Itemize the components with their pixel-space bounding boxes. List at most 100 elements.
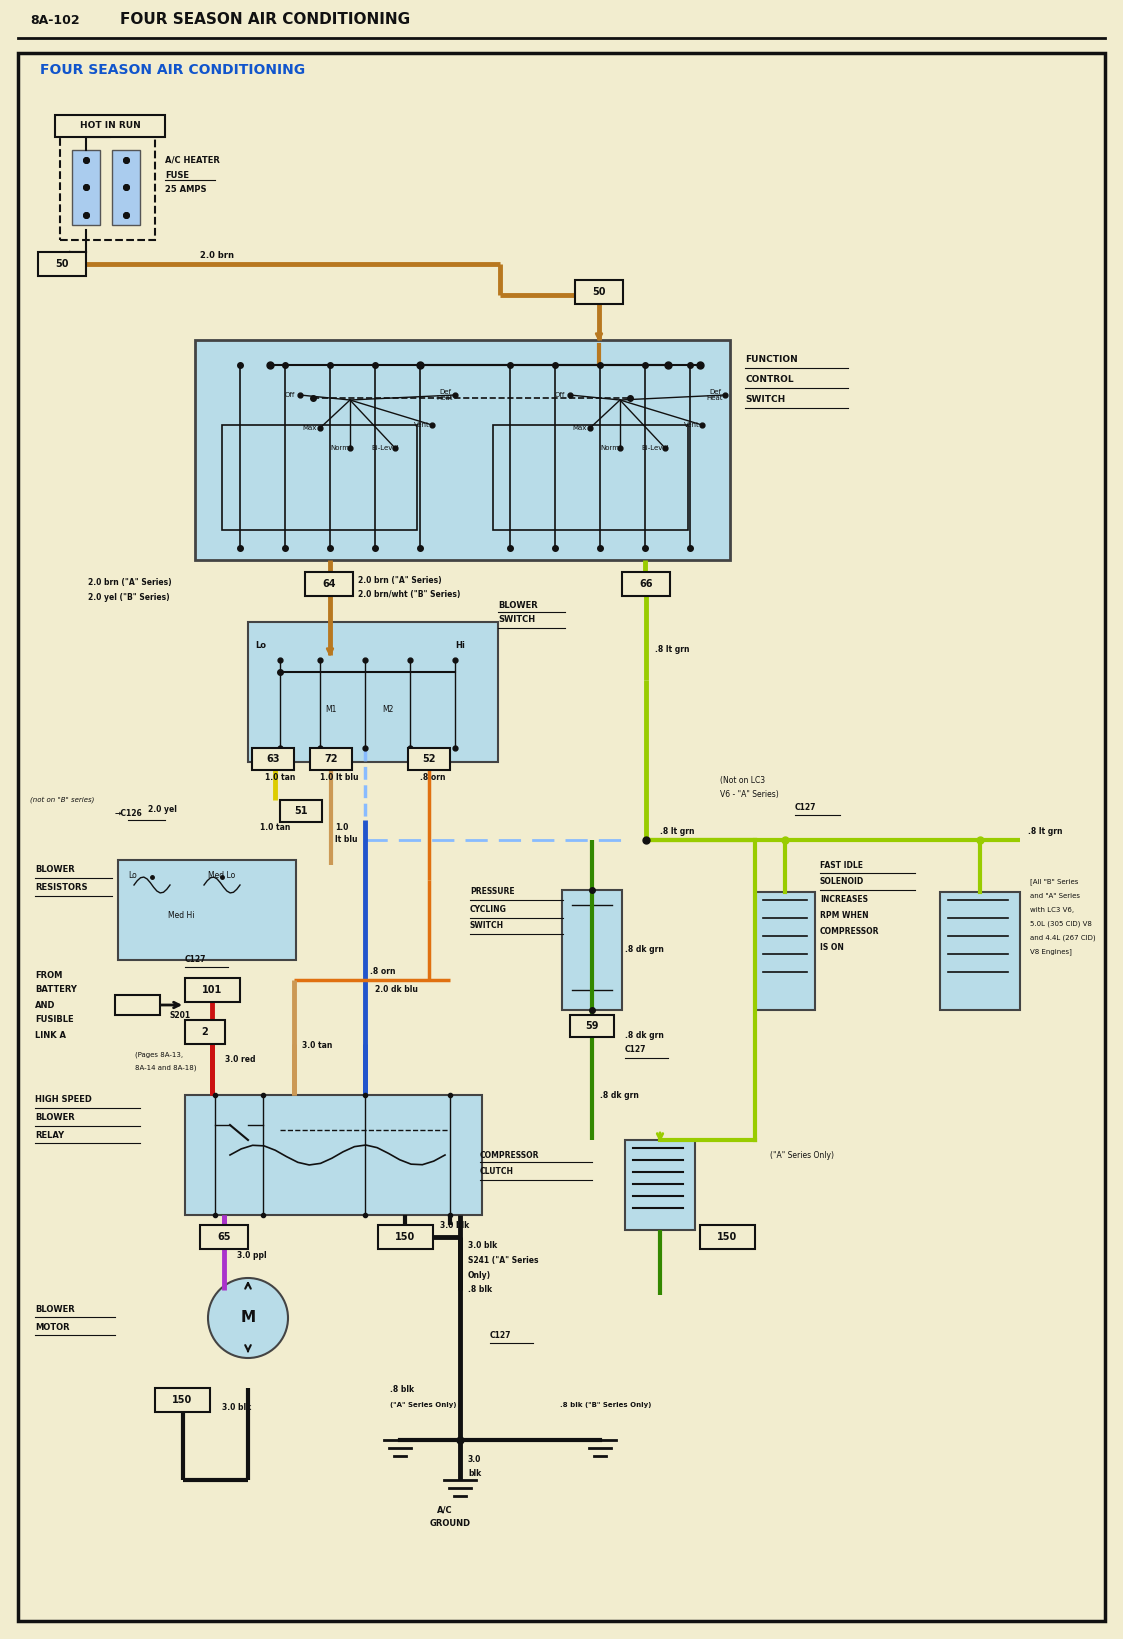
Text: HOT IN RUN: HOT IN RUN: [80, 121, 140, 131]
Text: blk: blk: [468, 1470, 482, 1478]
Text: 2.0 brn/wht ("B" Series): 2.0 brn/wht ("B" Series): [358, 590, 460, 598]
Text: 2.0 brn ("A" Series): 2.0 brn ("A" Series): [88, 579, 172, 587]
Bar: [195, 339, 730, 561]
Bar: [55, 115, 165, 138]
Text: →C126: →C126: [115, 810, 143, 818]
Text: [All "B" Series: [All "B" Series: [1030, 879, 1078, 885]
Text: ("A" Series Only): ("A" Series Only): [770, 1151, 834, 1159]
Text: Lo: Lo: [255, 641, 266, 651]
Text: 52: 52: [422, 754, 436, 764]
Text: A/C: A/C: [437, 1506, 453, 1514]
Text: M1: M1: [325, 705, 337, 715]
Text: HIGH SPEED: HIGH SPEED: [35, 1095, 92, 1105]
Text: 8A-102: 8A-102: [30, 13, 80, 26]
Text: BLOWER: BLOWER: [497, 600, 538, 610]
Bar: [570, 1015, 614, 1037]
Text: ("A" Series Only): ("A" Series Only): [390, 1401, 457, 1408]
Text: Med Hi: Med Hi: [168, 911, 194, 919]
Bar: [700, 1224, 755, 1249]
Bar: [562, 890, 622, 1010]
Text: RELAY: RELAY: [35, 1131, 64, 1139]
Text: MOTOR: MOTOR: [35, 1324, 70, 1333]
Text: 50: 50: [55, 259, 69, 269]
Text: Only): Only): [468, 1270, 491, 1280]
Text: and "A" Series: and "A" Series: [1030, 893, 1080, 900]
Text: SOLENOID: SOLENOID: [820, 877, 865, 887]
Text: 3.0 tan: 3.0 tan: [302, 1041, 332, 1049]
Text: 2.0 dk blu: 2.0 dk blu: [375, 985, 418, 995]
Text: .8 blk ("B" Series Only): .8 blk ("B" Series Only): [560, 1401, 651, 1408]
Text: C127: C127: [795, 803, 816, 813]
Text: 2: 2: [202, 1028, 209, 1037]
Text: 2.0 yel: 2.0 yel: [148, 805, 177, 815]
Text: CONTROL: CONTROL: [745, 375, 794, 385]
Text: FROM: FROM: [35, 970, 63, 980]
Text: 3.0: 3.0: [468, 1455, 482, 1465]
Text: (Not on LC3: (Not on LC3: [720, 775, 765, 785]
Text: (Pages 8A-13,: (Pages 8A-13,: [135, 1052, 183, 1059]
Text: 8A-14 and 8A-18): 8A-14 and 8A-18): [135, 1065, 197, 1072]
Bar: [112, 151, 140, 225]
Text: 1.0 lt blu: 1.0 lt blu: [320, 774, 358, 782]
Text: 3.0 blk: 3.0 blk: [468, 1241, 497, 1249]
Text: 2.0 yel ("B" Series): 2.0 yel ("B" Series): [88, 593, 170, 603]
Text: S201: S201: [170, 1011, 191, 1021]
Text: LINK A: LINK A: [35, 1031, 66, 1039]
Text: C127: C127: [185, 956, 207, 964]
Text: Vent: Vent: [684, 421, 700, 428]
Text: lt blu: lt blu: [335, 836, 357, 844]
Text: RESISTORS: RESISTORS: [35, 883, 88, 893]
Text: .8 blk: .8 blk: [468, 1285, 492, 1295]
Bar: [280, 800, 322, 823]
Text: 64: 64: [322, 579, 336, 588]
Text: 2.0 brn ("A" Series): 2.0 brn ("A" Series): [358, 575, 441, 585]
Text: .8 blk: .8 blk: [390, 1385, 414, 1395]
Text: 101: 101: [202, 985, 222, 995]
Text: BLOWER: BLOWER: [35, 1306, 75, 1314]
Text: Lo: Lo: [128, 870, 137, 880]
Text: Def
Heat: Def Heat: [706, 388, 723, 402]
Text: 3.0 red: 3.0 red: [225, 1056, 256, 1064]
Text: Bi-Level: Bi-Level: [641, 446, 669, 451]
Bar: [575, 280, 623, 303]
Text: AND: AND: [35, 1000, 55, 1010]
Text: CYCLING: CYCLING: [471, 905, 506, 915]
Text: (not on "B" series): (not on "B" series): [30, 797, 94, 803]
Text: SWITCH: SWITCH: [497, 616, 536, 624]
Text: .8 dk grn: .8 dk grn: [626, 1031, 664, 1039]
Text: Med Lo: Med Lo: [208, 870, 235, 880]
Bar: [408, 747, 450, 770]
Text: Norm: Norm: [601, 446, 620, 451]
Text: Vent: Vent: [414, 421, 430, 428]
Text: 72: 72: [325, 754, 338, 764]
Text: FAST IDLE: FAST IDLE: [820, 860, 862, 870]
Text: V6 - "A" Series): V6 - "A" Series): [720, 790, 778, 798]
Text: Max: Max: [573, 425, 587, 431]
Text: S241 ("A" Series: S241 ("A" Series: [468, 1255, 539, 1265]
Text: .8 lt grn: .8 lt grn: [660, 828, 694, 836]
Text: BLOWER: BLOWER: [35, 1113, 75, 1123]
Bar: [155, 1388, 210, 1413]
Text: 51: 51: [294, 806, 308, 816]
Text: Norm: Norm: [330, 446, 349, 451]
Text: GROUND: GROUND: [430, 1519, 472, 1529]
Text: 3.0 ppl: 3.0 ppl: [237, 1251, 266, 1259]
Text: SWITCH: SWITCH: [471, 921, 504, 931]
Bar: [305, 572, 353, 597]
Text: 150: 150: [718, 1233, 738, 1242]
Text: .8 lt grn: .8 lt grn: [1028, 828, 1062, 836]
Text: PRESSURE: PRESSURE: [471, 887, 514, 897]
Text: C127: C127: [490, 1331, 511, 1339]
Text: BLOWER: BLOWER: [35, 865, 75, 875]
Text: V8 Engines]: V8 Engines]: [1030, 949, 1071, 956]
Text: Bi-Level: Bi-Level: [372, 446, 399, 451]
Text: A/C HEATER: A/C HEATER: [165, 156, 220, 164]
Text: Def
Heat: Def Heat: [437, 388, 454, 402]
Text: FOUR SEASON AIR CONDITIONING: FOUR SEASON AIR CONDITIONING: [120, 13, 410, 28]
Text: 3.0 blk: 3.0 blk: [440, 1221, 469, 1229]
Text: 1.0: 1.0: [335, 823, 348, 833]
Bar: [755, 892, 815, 1010]
Circle shape: [208, 1278, 287, 1359]
Text: FOUR SEASON AIR CONDITIONING: FOUR SEASON AIR CONDITIONING: [40, 62, 305, 77]
Text: 50: 50: [592, 287, 605, 297]
